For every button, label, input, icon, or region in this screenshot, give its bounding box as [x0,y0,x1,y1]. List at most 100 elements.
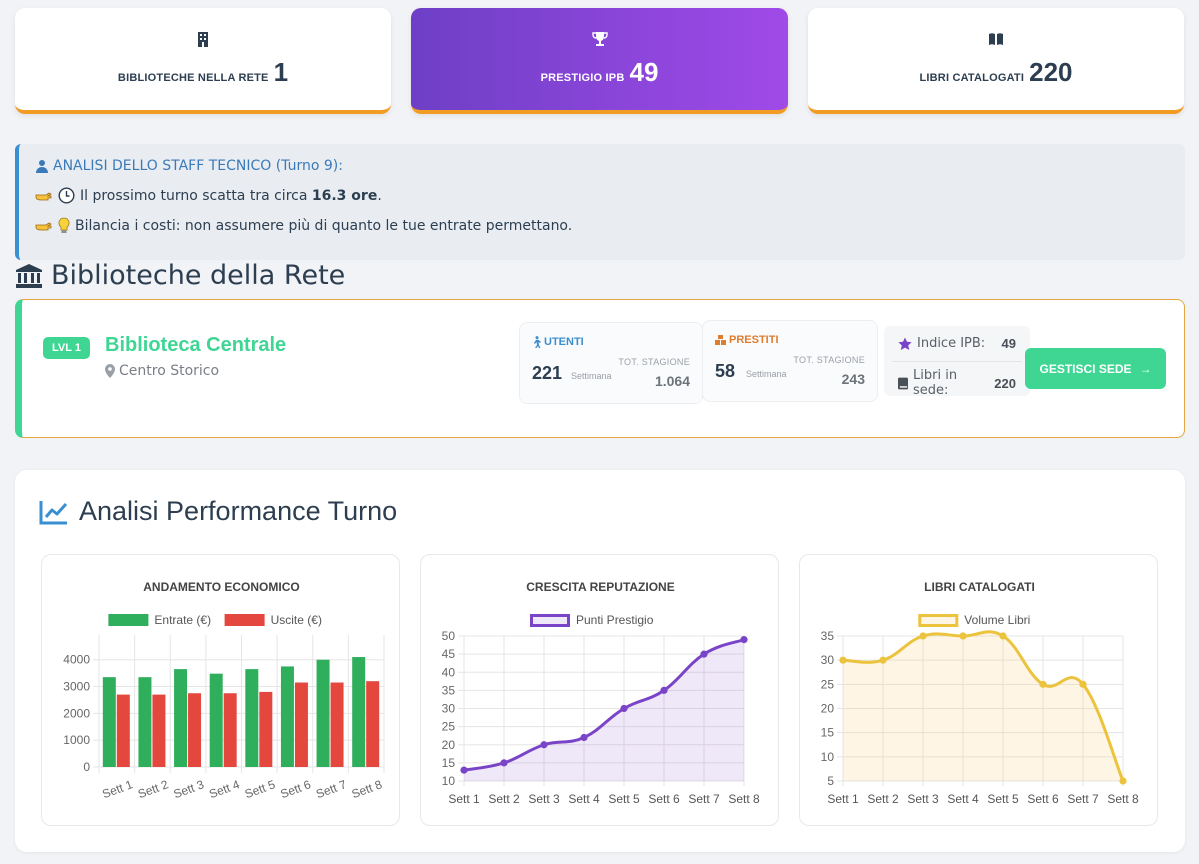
chart-title: CRESCITA REPUTAZIONE [526,580,674,594]
users-title-text: UTENTI [544,336,584,348]
legend-label: Entrate (€) [154,613,211,627]
x-tick-label: Sett 4 [207,777,242,801]
bar [280,666,294,767]
clock-icon [58,187,75,204]
ipb-value: 49 [1001,336,1016,351]
users-metric: UTENTI 221 Settimana TOT. STAGIONE 1.064 [519,322,703,404]
data-point [1039,680,1047,688]
x-tick-label: Sett 1 [827,792,859,806]
y-tick-label: 10 [442,774,456,788]
y-tick-label: 4000 [63,653,90,667]
tip-hours: 16.3 ore [311,187,378,204]
x-tick-label: Sett 2 [488,792,520,806]
tip-text: Il prossimo turno scatta tra circa [80,187,312,204]
trophy-icon [591,31,608,46]
bar [245,669,259,767]
books-row: Libri in sede: 220 [898,368,1016,398]
data-point [839,656,847,664]
legend-label: Punti Prestigio [576,613,654,627]
bar [366,681,380,767]
legend-swatch [108,614,149,626]
x-tick-label: Sett 5 [608,792,640,806]
data-point [500,759,508,767]
data-point [1119,777,1127,785]
section-title-text: Biblioteche della Rete [51,260,346,291]
level-badge: LVL 1 [43,337,90,359]
area-fill [843,631,1123,781]
y-tick-label: 40 [442,665,456,679]
y-tick-label: 45 [442,647,456,661]
users-week-value: 221 [532,363,563,383]
legend-swatch [530,614,570,627]
performance-title: Analisi Performance Turno [39,496,397,527]
lightbulb-icon [58,217,70,233]
loans-metric: PRESTITI 58 Settimana TOT. STAGIONE 243 [702,320,878,402]
legend-label: Uscite (€) [271,613,322,627]
x-tick-label: Sett 6 [1027,792,1059,806]
y-tick-label: 30 [821,653,835,667]
performance-title-text: Analisi Performance Turno [79,496,398,526]
performance-section: Analisi Performance Turno ANDAMENTO ECON… [15,470,1185,852]
library-name[interactable]: Biblioteca Centrale [105,334,287,356]
tip-text-end: . [377,187,382,204]
network-section-title: Biblioteche della Rete [15,260,345,291]
chart-title: ANDAMENTO ECONOMICO [143,580,299,594]
bar [188,693,202,767]
ipb-label: Indice IPB: [917,336,986,351]
bar [316,659,330,767]
y-tick-label: 15 [821,726,835,740]
y-tick-label: 20 [821,702,835,716]
y-tick-label: 10 [821,750,835,764]
bar [330,682,344,767]
data-point [540,741,548,749]
bar [352,657,366,767]
bar [102,677,116,767]
y-tick-label: 20 [442,738,456,752]
divider [892,361,1022,362]
users-total-value: 1.064 [654,373,690,389]
star-icon [898,337,912,350]
y-tick-label: 0 [83,760,90,774]
y-tick-label: 3000 [63,680,90,694]
x-tick-label: Sett 5 [243,777,278,801]
tip-text: Bilancia i costi: non assumere più di qu… [75,217,573,234]
x-tick-label: Sett 1 [448,792,480,806]
stat-value: 220 [1029,56,1073,87]
series-line [463,638,745,772]
bar [294,682,308,767]
location-text: Centro Storico [119,363,220,379]
bar [174,669,188,767]
y-tick-label: 5 [827,774,834,788]
data-point [740,636,748,644]
book-icon [898,377,909,389]
analysis-header-text: ANALISI DELLO STAFF TECNICO (Turno 9): [53,158,343,174]
bar [223,693,237,767]
ipb-index-row: Indice IPB: 49 [898,336,1016,351]
analysis-header: ANALISI DELLO STAFF TECNICO (Turno 9): [35,158,1169,174]
y-tick-label: 15 [442,756,456,770]
y-tick-label: 35 [821,629,835,643]
data-point [879,656,887,664]
staff-analysis-box: ANALISI DELLO STAFF TECNICO (Turno 9): I… [15,144,1185,260]
bar [138,677,152,767]
manage-branch-button[interactable]: GESTISCI SEDE → [1025,348,1166,389]
bar [152,694,166,767]
stat-card-libraries: BIBLIOTECHE NELLA RETE 1 [15,8,391,114]
books-label: Libri in sede: [913,368,958,398]
x-tick-label: Sett 8 [1107,792,1139,806]
data-point [660,686,668,694]
data-point [700,650,708,658]
y-tick-label: 2000 [63,706,90,720]
x-tick-label: Sett 6 [278,777,313,801]
stat-card-books: LIBRI CATALOGATI 220 [808,8,1184,114]
bar [116,694,130,767]
x-tick-label: Sett 5 [987,792,1019,806]
library-location: Centro Storico [105,363,219,379]
pointing-hand-icon [35,192,52,200]
loans-week-value: 58 [715,361,736,381]
user-tie-icon [36,160,48,173]
loans-week-label: Settimana [746,369,787,379]
x-tick-label: Sett 2 [136,777,171,801]
y-tick-label: 25 [821,677,835,691]
x-tick-label: Sett 8 [350,777,385,801]
